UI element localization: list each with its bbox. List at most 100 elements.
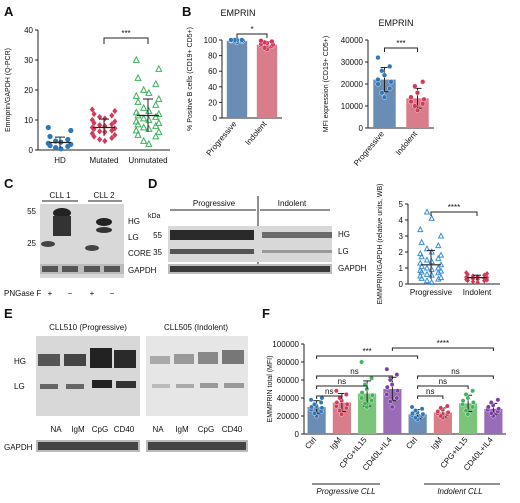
blot-e-lane-cpg-left: CpG xyxy=(92,425,108,434)
chart-f-point-5-1 xyxy=(438,413,444,419)
blot-e-band-hg-igm-right xyxy=(174,354,194,364)
chart-b-percent: 0 20 40 60 80 100 % Positive B cells (CD19+ CD… xyxy=(187,25,282,158)
chart-b2-xtick-label-0: Progressive xyxy=(352,129,386,168)
chart-f-point-3-9 xyxy=(384,366,390,372)
chart-f-sig-ctrl-label: *** xyxy=(362,347,371,356)
chart-f-point-3-3 xyxy=(384,391,390,397)
chart-f-point-1-9 xyxy=(333,388,339,394)
chart-a-point-2-21 xyxy=(134,97,142,105)
chart-f-sig-prog-1-label: ns xyxy=(338,377,346,386)
chart-f-ytick-label-0: 0 xyxy=(295,430,300,439)
chart-f-point-7-4 xyxy=(496,406,502,412)
blot-e-band-lg-igm-right xyxy=(176,384,194,388)
blot-e-label-lg: LG xyxy=(14,382,25,391)
chart-b2-point-1-2 xyxy=(420,101,426,107)
chart-b2-point-0-4 xyxy=(388,79,394,85)
chart-d-point-0-29 xyxy=(417,225,424,233)
blot-e-band-lg-cd40-left xyxy=(116,381,136,388)
blot-e-band-hg-cpg-right xyxy=(198,352,218,364)
blot-e-band-lg-cpg-right xyxy=(200,383,218,388)
chart-f-point-3-8 xyxy=(394,372,400,377)
chart-f-bar-7 xyxy=(484,408,503,434)
chart-f-bar-6 xyxy=(459,403,478,434)
chart-a-point-1-19 xyxy=(97,113,103,121)
chart-a-point-2-2 xyxy=(152,132,160,140)
panel-letter-e: E xyxy=(4,306,13,321)
chart-b2-point-1-6 xyxy=(414,90,421,96)
chart-f-point-6-2 xyxy=(470,404,476,410)
chart-a-xtick-label-1: Mutated xyxy=(90,156,119,165)
blot-c-gapdh-band-3 xyxy=(84,266,100,272)
chart-d-point-0-1 xyxy=(423,277,431,284)
chart-a-point-0-1 xyxy=(53,145,59,151)
chart-d-ytick-label-1: 1 xyxy=(399,264,404,273)
blot-c-gapdh-strip xyxy=(40,264,124,274)
chart-f-ytick-label-3: 60000 xyxy=(277,376,300,385)
chart-f-point-0-9 xyxy=(308,397,314,403)
chart-f-point-5-5 xyxy=(435,409,441,414)
blot-e-title-left: CLL510 (Progressive) xyxy=(49,323,127,332)
blot-c-gapdh-band-4 xyxy=(104,266,120,272)
chart-a-ytick-label-4: 40 xyxy=(24,26,33,35)
chart-d-point-0-5 xyxy=(417,272,424,279)
chart-f-point-5-7 xyxy=(438,405,444,411)
chart-f-sig-indo-2-label: ns xyxy=(451,367,459,376)
chart-a-point-2-3 xyxy=(134,130,142,138)
blot-c: CLL 1 CLL 2 55 25 HG LG CORE GAPDH PNGas… xyxy=(4,191,157,298)
panel-letter-f: F xyxy=(262,306,270,321)
chart-f-point-3-1 xyxy=(387,399,393,404)
chart-a-point-2-4 xyxy=(155,127,163,135)
chart-d-point-0-19 xyxy=(423,256,431,263)
chart-d-point-1-16 xyxy=(484,270,490,277)
chart-a-point-1-12 xyxy=(102,122,108,130)
chart-f-point-3-0 xyxy=(389,404,395,410)
blot-d-band-hg-progressive xyxy=(170,230,254,240)
chart-b2-ytick-label-4: 40000 xyxy=(341,36,364,45)
chart-b-mfi: 0 10000 20000 30000 40000 MFI expression (CD1… xyxy=(323,36,434,168)
chart-b1-ytick-label-5: 100 xyxy=(204,36,218,45)
chart-a-point-1-16 xyxy=(112,118,118,125)
chart-f-point-6-1 xyxy=(463,408,469,413)
chart-f-ylabel: EMMPRIN total (MFI) xyxy=(267,356,274,423)
chart-a-point-2-12 xyxy=(145,115,153,123)
chart-b1-point-1-8 xyxy=(269,38,275,45)
chart-b2-point-0-0 xyxy=(381,94,388,100)
chart-f-point-1-5 xyxy=(334,400,340,405)
blot-c-pngase-sign-1: + xyxy=(48,289,53,298)
chart-b1-xtick-label-1: Indolent xyxy=(243,119,269,147)
chart-f-point-5-8 xyxy=(444,403,450,409)
chart-a-point-2-5 xyxy=(132,126,140,134)
chart-f-point-4-5 xyxy=(410,410,415,416)
chart-f-point-2-8 xyxy=(369,375,375,381)
chart-a-point-2-28 xyxy=(155,64,163,72)
chart-a-point-2-13 xyxy=(139,114,148,122)
chart-a-point-2-19 xyxy=(139,103,148,111)
chart-f-point-3-6 xyxy=(389,382,395,387)
chart-a-xtick-label-2: Unmutated xyxy=(128,156,167,165)
panel-f-group-progressive: Progressive CLL xyxy=(316,487,375,496)
chart-d-point-0-12 xyxy=(428,265,435,273)
chart-d-sig-bracket xyxy=(430,211,478,216)
chart-b1-sig-label: * xyxy=(250,25,253,34)
blot-c-gapdh-band-2 xyxy=(62,266,78,272)
chart-a-point-2-17 xyxy=(132,108,140,116)
chart-d-xtick-label-0: Progressive xyxy=(410,288,453,297)
chart-b2-point-1-8 xyxy=(420,79,426,85)
blot-d-gapdh-band xyxy=(170,266,330,272)
chart-a-point-1-11 xyxy=(89,124,95,131)
chart-a-point-1-2 xyxy=(109,134,115,142)
blot-c-label-lg: LG xyxy=(128,233,139,242)
chart-f-point-3-5 xyxy=(384,384,390,390)
blot-e-band-lg-igm-left xyxy=(66,384,84,389)
chart-f-point-3-2 xyxy=(394,395,400,401)
chart-f-point-2-3 xyxy=(359,395,364,401)
chart-f-sig-indo-0-bracket xyxy=(417,395,444,399)
chart-f-point-3-4 xyxy=(395,388,401,394)
chart-a: 0 10 20 30 40 Emmprin/GAPDH (Q-PCR) HD Mutated U… xyxy=(5,26,170,165)
blot-e-lane-cd40-right: CD40 xyxy=(222,425,243,434)
chart-f-xtick-label-5: IgM xyxy=(429,435,445,451)
chart-f-sig-indo-1-label: ns xyxy=(439,377,447,386)
blot-d-group-progressive: Progressive xyxy=(193,199,236,208)
chart-b2-point-1-7 xyxy=(412,83,418,89)
chart-a-point-2-22 xyxy=(155,94,163,102)
